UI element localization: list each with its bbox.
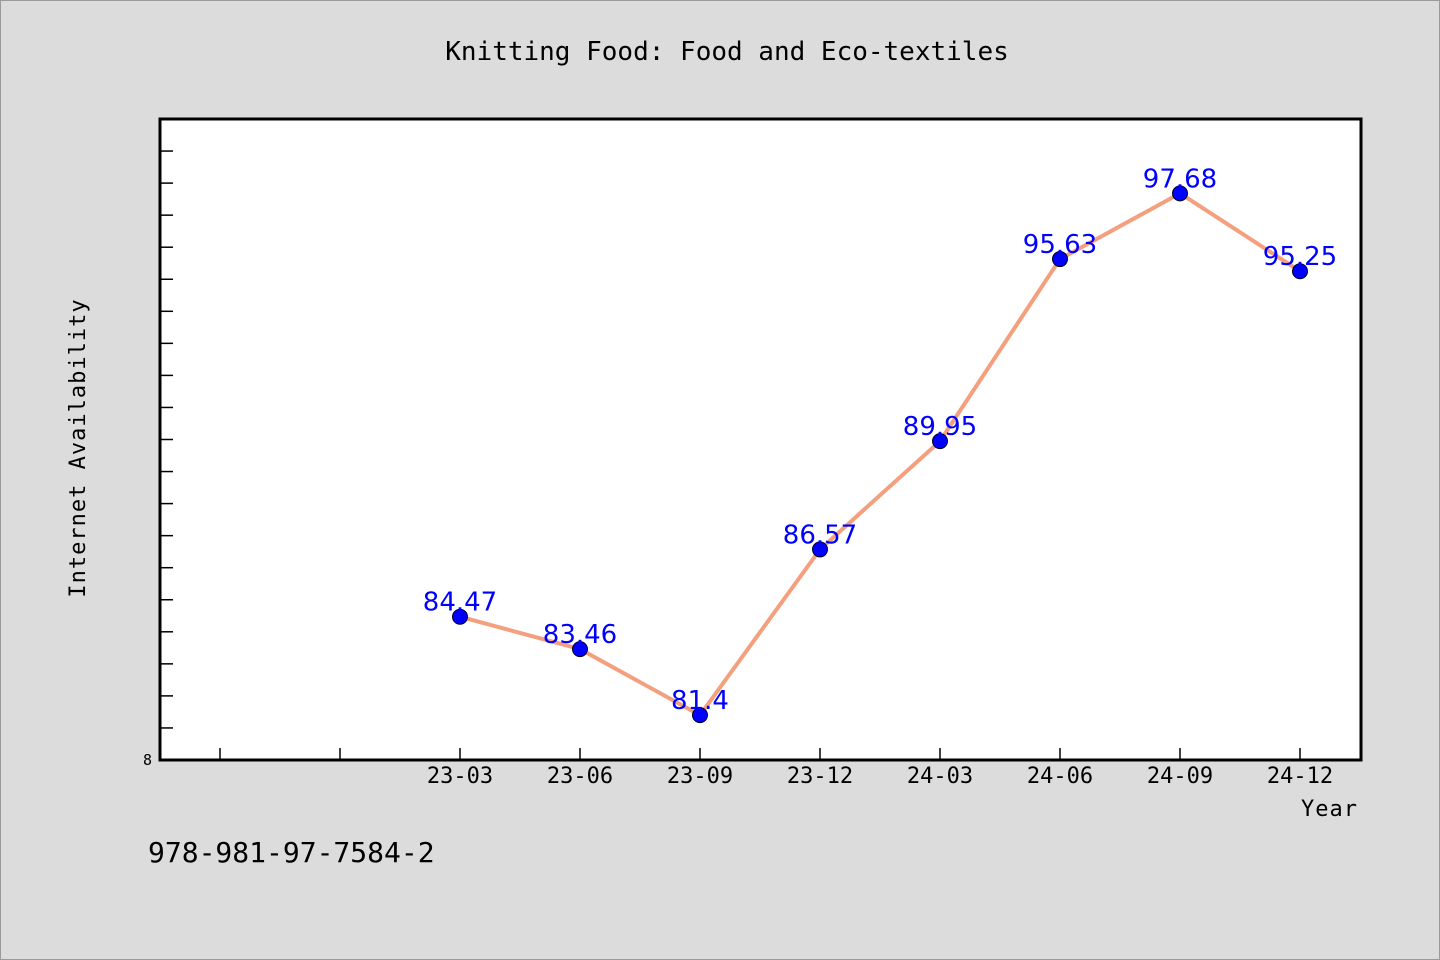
x-axis-ticks: 23-03 23-06 23-09 23-12 24-03 24-06 24-09 24-12	[219, 748, 1333, 789]
data-label: 97.68	[1143, 164, 1217, 194]
x-tick-label: 24-03	[907, 764, 973, 789]
series-layer: 84.47 83.46 81.4 86.57 89.95 95.63 97.68 95.25	[423, 164, 1337, 724]
series-line	[459, 191, 1302, 718]
data-point	[572, 641, 588, 658]
data-label: 95.63	[1023, 230, 1097, 260]
x-tick-label: 23-03	[427, 764, 493, 789]
chart-title: Knitting Food: Food and Eco-textiles	[445, 37, 1009, 67]
data-point	[1052, 251, 1068, 268]
x-tick-label: 23-09	[667, 764, 733, 789]
y-axis-label: Internet Availability	[66, 298, 91, 597]
plot-area	[158, 117, 1363, 762]
data-label: 81.4	[671, 686, 729, 716]
y-tick-label-min: 8	[143, 751, 152, 769]
isbn-text: 978-981-97-7584-2	[148, 836, 435, 869]
x-tick-label: 24-06	[1027, 764, 1093, 789]
x-tick-label: 23-06	[547, 764, 613, 789]
data-point	[932, 433, 948, 450]
data-label: 89.95	[903, 412, 977, 442]
x-tick-label: 23-12	[787, 764, 853, 789]
data-point	[692, 707, 708, 724]
data-label: 83.46	[543, 620, 617, 650]
data-point	[1292, 263, 1308, 280]
x-tick-label: 24-09	[1147, 764, 1213, 789]
data-label: 84.47	[423, 588, 497, 618]
y-axis-ticks	[160, 150, 173, 729]
data-label: 95.25	[1263, 242, 1337, 272]
data-point	[1172, 185, 1188, 202]
data-point	[452, 608, 468, 625]
x-tick-label: 24-12	[1267, 764, 1333, 789]
data-label: 86.57	[783, 520, 857, 550]
x-axis-label: Year	[1301, 797, 1358, 822]
data-point	[812, 541, 828, 558]
